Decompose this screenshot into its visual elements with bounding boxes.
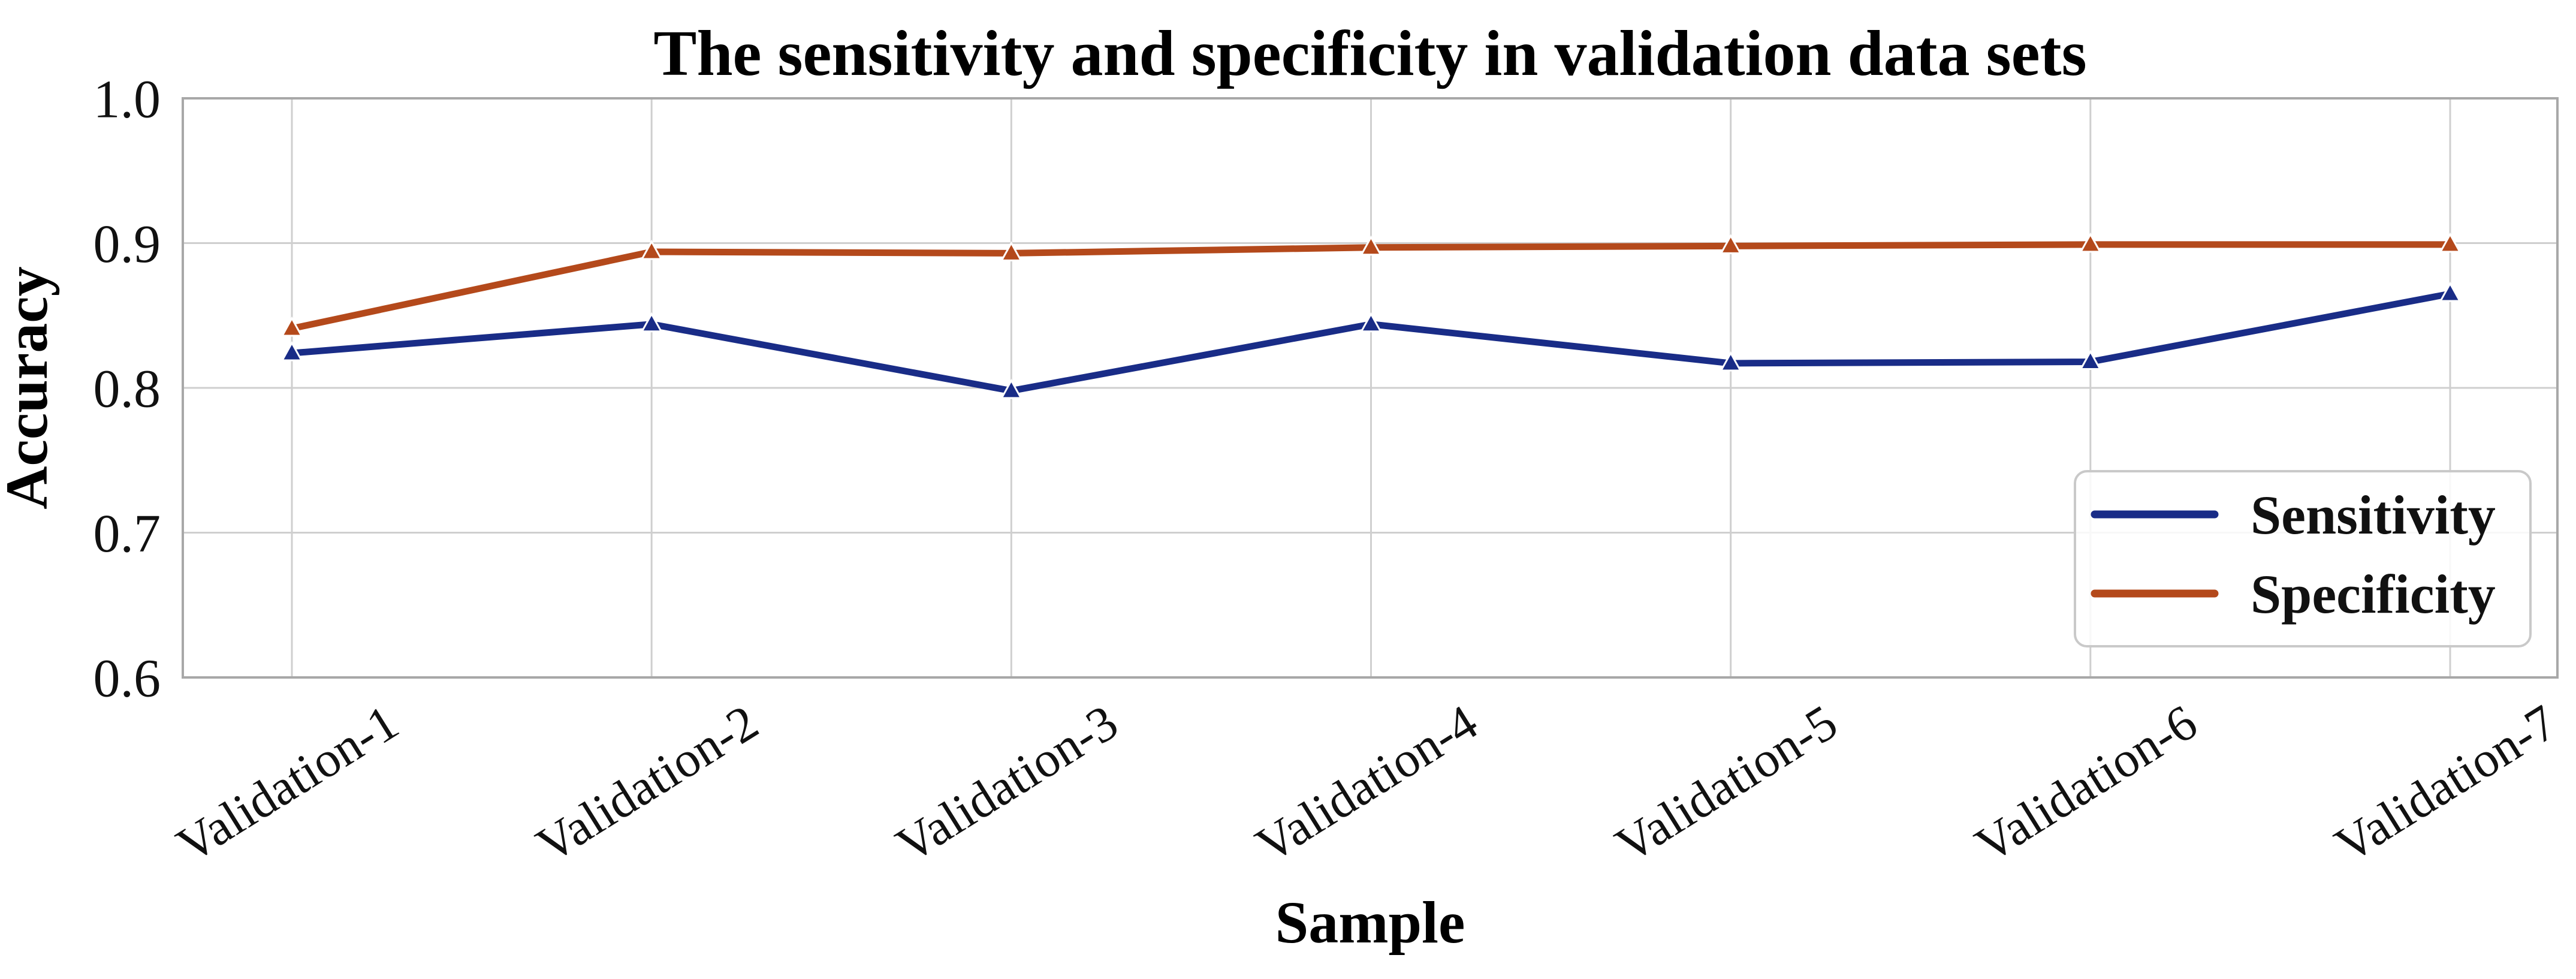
marker-sensitivity	[640, 312, 663, 333]
marker-sensitivity	[1720, 351, 1742, 372]
x-tick-label: Validation-1	[167, 694, 408, 873]
y-tick-labels: 0.6 0.7 0.8 0.9 1.0	[93, 70, 161, 709]
marker-sensitivity	[2439, 281, 2462, 302]
marker-sensitivity	[2079, 350, 2102, 370]
x-tick-labels: Validation-1 Validation-2 Validation-3 Vali…	[167, 694, 2566, 873]
marker-sensitivity	[280, 341, 303, 362]
chart-title: The sensitivity and specificity in valid…	[653, 18, 2086, 89]
x-axis-label: Sample	[1275, 889, 1465, 956]
y-tick-label: 1.0	[93, 70, 161, 129]
x-tick-label: Validation-5	[1606, 694, 1847, 873]
plot-frame	[182, 97, 2559, 679]
x-tick-label: Validation-6	[1966, 694, 2206, 873]
marker-specificity	[640, 239, 663, 260]
marker-specificity	[280, 316, 303, 337]
y-tick-label: 0.8	[93, 360, 161, 419]
y-tick-label: 0.9	[93, 215, 161, 274]
y-axis-label: Accuracy	[0, 266, 60, 509]
marker-specificity	[1359, 235, 1383, 256]
marker-specificity	[2079, 232, 2102, 253]
legend: Sensitivity Specificity	[2074, 470, 2532, 647]
x-tick-label: Validation-4	[1247, 694, 1487, 873]
marker-specificity	[1720, 234, 1742, 254]
marker-specificity	[2439, 232, 2462, 253]
x-tick-label: Validation-2	[527, 694, 767, 873]
x-tick-label: Validation-7	[2325, 694, 2566, 873]
legend-label: Specificity	[2251, 564, 2496, 625]
x-tick-label: Validation-3	[887, 694, 1127, 873]
marker-sensitivity	[1000, 378, 1022, 399]
y-tick-label: 0.7	[93, 504, 161, 564]
marker-sensitivity	[1359, 312, 1383, 333]
legend-label: Sensitivity	[2251, 484, 2496, 546]
y-tick-label: 0.6	[93, 649, 161, 709]
marker-specificity	[1000, 241, 1022, 261]
series	[280, 232, 2462, 399]
